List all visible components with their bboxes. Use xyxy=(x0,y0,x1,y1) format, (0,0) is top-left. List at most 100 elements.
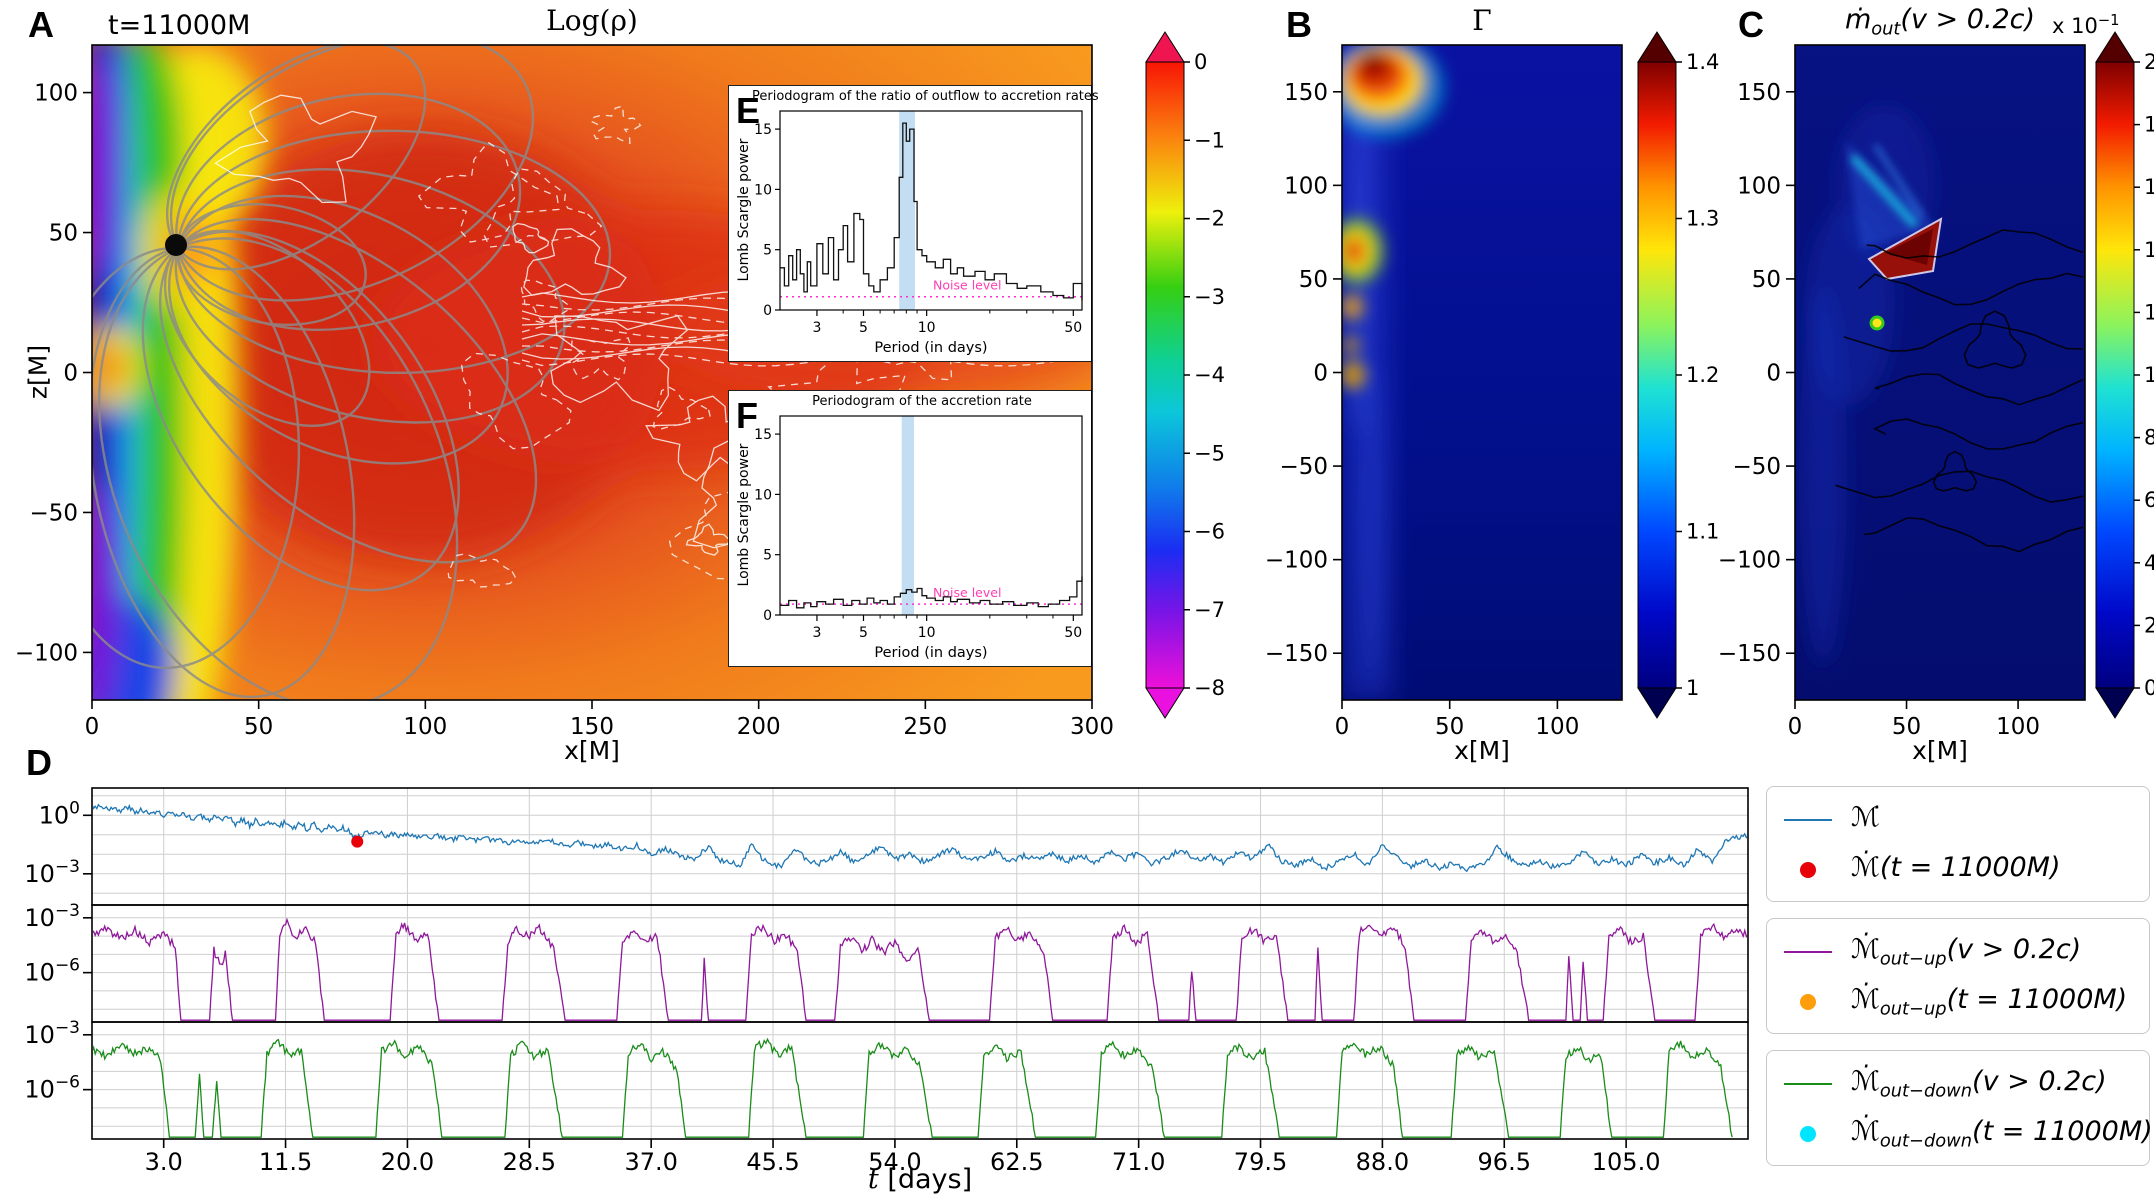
y-tick-label: 100 xyxy=(1737,173,1781,199)
colorbar-c-tick-label: 16 xyxy=(2144,175,2154,199)
line-swatch-purple xyxy=(1784,951,1832,953)
legend-label: ℳ̇out−down(v > 0.2c) xyxy=(1851,1066,2107,1101)
y-tick-label: −150 xyxy=(1718,641,1781,667)
legend-label-rest: (t = 11000M) xyxy=(1972,1116,2153,1148)
inset-e-ylabel: Lomb Scargle power xyxy=(736,138,752,282)
colorbar-c-tick-label: 20 xyxy=(2144,50,2154,74)
x-tick-label: 28.5 xyxy=(503,1148,556,1176)
y-tick-label: 50 xyxy=(1299,267,1328,293)
colorbar-a-tick-label: −1 xyxy=(1194,128,1225,152)
colorbar-a-tick-label: −6 xyxy=(1194,520,1225,544)
multiplier-base: x 10 xyxy=(2052,14,2098,38)
legend-row: ℳ̇(t = 11000M) xyxy=(1779,845,2149,895)
line-swatch-blue xyxy=(1784,819,1832,821)
panel-c-heatmap xyxy=(1795,45,2085,700)
colorbar-b-bottom-arrow xyxy=(1637,687,1677,719)
panel-b-xlabel: x[M] xyxy=(1454,736,1510,765)
time-annotation: t=11000M xyxy=(108,10,251,41)
panel-c-label: C xyxy=(1738,4,1764,45)
legend-row: ℳ̇out−up(t = 11000M) xyxy=(1779,977,2149,1027)
legend-row: ℳ̇out−up(v > 0.2c) xyxy=(1779,927,2149,977)
legend-label: ℳ̇out−up(v > 0.2c) xyxy=(1851,934,2081,969)
panel-b-title: Γ xyxy=(1472,4,1492,37)
panel-b-heatmap xyxy=(1342,45,1622,700)
colorbar-b xyxy=(1637,61,1677,689)
legend-row: ℳ̇out−down(v > 0.2c) xyxy=(1779,1059,2149,1109)
colorbar-b-top-arrow xyxy=(1637,31,1677,63)
panel-d-frame-1 xyxy=(91,904,1749,1023)
inset-e-title: Periodogram of the ratio of outflow to a… xyxy=(752,89,1099,104)
colorbar-b-tick-label: 1.1 xyxy=(1686,520,1719,544)
legend-label-rest: (t = 11000M) xyxy=(1946,984,2128,1016)
multiplier-exponent: −1 xyxy=(2097,12,2120,29)
colorbar-a-tick-label: −7 xyxy=(1194,598,1225,622)
legend-label-base: ℳ̇ xyxy=(1851,984,1880,1016)
y-tick-label: 50 xyxy=(1752,267,1781,293)
y-tick-label: −50 xyxy=(1732,454,1781,480)
y-tick-label: −150 xyxy=(1265,641,1328,667)
panel-d-frame-0 xyxy=(91,787,1749,906)
legend-swatch xyxy=(1779,994,1837,1010)
x-tick-label: 105.0 xyxy=(1592,1148,1661,1176)
panel-d-label: D xyxy=(26,742,52,783)
y-tick-label: 0 xyxy=(63,361,78,387)
legend-label: ℳ̇(t = 11000M) xyxy=(1851,852,2061,887)
colorbar-a-tick-label: −8 xyxy=(1194,676,1225,700)
outflow-small-spot xyxy=(1869,315,1885,331)
legend-label-base: ℳ̇ xyxy=(1851,1116,1880,1148)
legend-box-outflow-down: ℳ̇out−down(v > 0.2c) ℳ̇out−down(t = 1100… xyxy=(1766,1050,2153,1166)
panel-c-xlabel: x[M] xyxy=(1912,736,1968,765)
panel-c-title: ṁout(v > 0.2c) xyxy=(1795,4,2085,39)
y-tick-label: −50 xyxy=(29,500,78,526)
x-tick-label: 88.0 xyxy=(1356,1148,1409,1176)
legend-label-base: ℳ̇ xyxy=(1851,802,1880,834)
series-green xyxy=(93,1037,1733,1138)
panel-d-frame-2 xyxy=(91,1021,1749,1140)
log-tick-label: 10−3 xyxy=(24,901,80,932)
dot-swatch-orange xyxy=(1800,994,1816,1010)
x-tick-label: 3.0 xyxy=(145,1148,183,1176)
y-tick-label: −100 xyxy=(15,640,78,666)
panel-c-title-rest: (v > 0.2c) xyxy=(1900,4,2036,35)
colorbar-a-bottom-arrow xyxy=(1145,687,1185,719)
colorbar-c-tick-label: 0 xyxy=(2144,676,2154,700)
inset-e-xlabel: Period (in days) xyxy=(874,340,988,356)
legend-label-sub: out−up xyxy=(1879,948,1947,970)
colorbar-a-tick-label: 0 xyxy=(1194,50,1207,74)
panel-d-xlabel: t [days] xyxy=(868,1164,972,1195)
y-tick-label: 0 xyxy=(1766,361,1781,387)
legend-row: ℳ̇ xyxy=(1779,795,2149,845)
legend-box-outflow-up: ℳ̇out−up(v > 0.2c) ℳ̇out−up(t = 11000M) xyxy=(1766,918,2150,1034)
legend-box-accretion: ℳ̇ ℳ̇(t = 11000M) xyxy=(1766,786,2150,902)
line-swatch-green xyxy=(1784,1083,1832,1085)
panel-d-xlabel-italic: t xyxy=(867,1164,879,1195)
y-tick-label: 150 xyxy=(1284,80,1328,106)
legend-label-base: ℳ̇ xyxy=(1851,934,1880,966)
panel-c-title-sub: out xyxy=(1871,18,1901,40)
legend-swatch xyxy=(1779,1126,1837,1142)
legend-swatch xyxy=(1779,819,1837,821)
legend-label: ℳ̇out−up(t = 11000M) xyxy=(1851,984,2127,1019)
y-tick-label: 100 xyxy=(1284,173,1328,199)
legend-label-base: ℳ̇ xyxy=(1851,852,1880,884)
colorbar-b-tick-label: 1 xyxy=(1686,676,1699,700)
x-tick-label: 96.5 xyxy=(1478,1148,1531,1176)
colorbar-b-tick-label: 1.2 xyxy=(1686,363,1719,387)
marker-red xyxy=(351,835,364,848)
colorbar-a-tick-label: −4 xyxy=(1194,363,1225,387)
panel-a-title: Log(ρ) xyxy=(546,4,638,37)
colorbar-c-tick-label: 4 xyxy=(2144,551,2154,575)
colorbar-a-top-arrow xyxy=(1145,31,1185,63)
colorbar-a xyxy=(1145,61,1185,689)
x-tick-label: 11.5 xyxy=(259,1148,312,1176)
colorbar-b-tick-label: 1.3 xyxy=(1686,207,1719,231)
log-tick-label: 100 xyxy=(39,798,80,829)
colorbar-c-tick-label: 8 xyxy=(2144,426,2154,450)
legend-label-rest: (t = 11000M) xyxy=(1879,852,2061,884)
colorbar-c-tick-label: 18 xyxy=(2144,113,2154,137)
panel-b-label: B xyxy=(1286,4,1312,45)
panel-a-xlabel: x[M] xyxy=(564,736,620,765)
y-tick-label: 0 xyxy=(1313,361,1328,387)
log-tick-label: 10−6 xyxy=(24,1073,80,1104)
x-tick-label: 37.0 xyxy=(624,1148,677,1176)
